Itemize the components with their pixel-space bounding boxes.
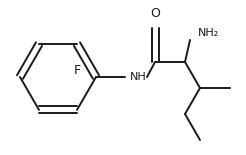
Text: F: F [74,64,80,77]
Text: O: O [150,7,160,20]
Text: NH: NH [130,72,147,82]
Text: NH₂: NH₂ [198,28,219,38]
